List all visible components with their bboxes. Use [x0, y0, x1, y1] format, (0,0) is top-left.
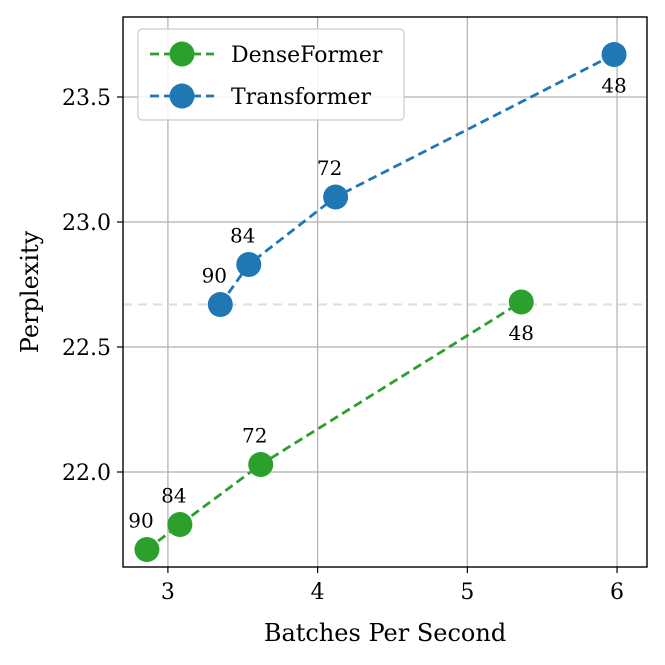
data-point: [248, 452, 274, 477]
legend-label: DenseFormer: [231, 43, 383, 68]
axis-ticks: 3 4 5 6 22.0 22.5 23.0 23.5: [62, 86, 624, 605]
point-label: 48: [509, 321, 534, 345]
point-label: 84: [161, 484, 186, 508]
data-point: [134, 537, 160, 562]
data-point: [236, 252, 262, 277]
y-tick-label: 22.5: [62, 336, 111, 361]
legend: DenseFormer Transformer: [137, 28, 405, 121]
legend-label: Transformer: [231, 85, 372, 110]
legend-marker: [169, 41, 195, 67]
x-axis-label: Batches Per Second: [264, 619, 506, 647]
legend-box: [137, 28, 405, 121]
y-tick-label: 23.5: [62, 86, 111, 111]
point-label: 90: [128, 509, 153, 533]
point-label: 48: [601, 74, 626, 98]
x-tick-label: 5: [460, 580, 474, 605]
series-line: [146, 300, 522, 551]
y-tick-label: 22.0: [62, 461, 111, 486]
plot-frame: [122, 16, 648, 568]
legend-entry-transformer: Transformer: [150, 83, 372, 110]
data-point: [601, 42, 627, 67]
legend-marker: [169, 83, 195, 109]
legend-entry-denseformer: DenseFormer: [150, 41, 383, 68]
y-axis-label: Perplexity: [16, 230, 44, 353]
y-tick-label: 23.0: [62, 211, 111, 236]
series-line: [219, 53, 615, 306]
point-label: 90: [202, 264, 227, 288]
point-label: 72: [317, 156, 342, 180]
point-label: 72: [242, 424, 267, 448]
data-point: [207, 292, 233, 317]
data-point: [323, 184, 349, 210]
point-label: 84: [230, 224, 255, 248]
x-tick-label: 3: [161, 580, 175, 605]
series-denseformer: 90 84 72 48: [128, 289, 534, 562]
data-point: [508, 289, 534, 315]
x-tick-label: 6: [610, 580, 624, 605]
x-tick-label: 4: [311, 580, 325, 605]
data-point: [167, 512, 193, 537]
